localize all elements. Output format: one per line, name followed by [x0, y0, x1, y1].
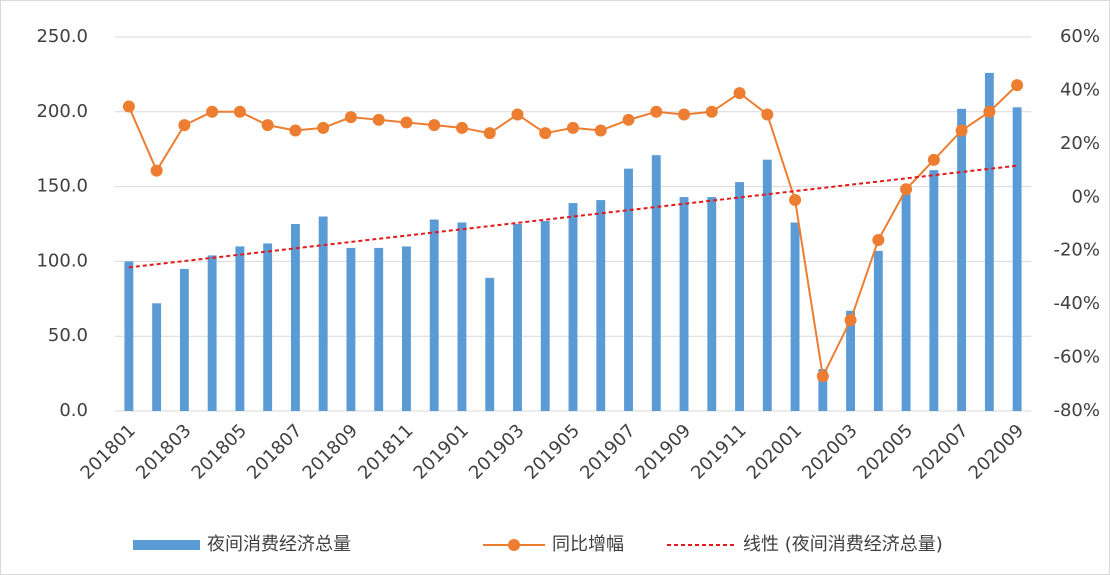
y-tick-label: 100.0 [36, 250, 88, 271]
y2-tick-label: 20% [1060, 133, 1100, 154]
y2-tick-label: -40% [1053, 293, 1100, 314]
legend-swatch [508, 539, 520, 551]
bar [873, 250, 883, 411]
trend-line [128, 164, 1018, 269]
line-marker [705, 105, 718, 118]
line-marker [317, 121, 330, 134]
line-marker [872, 234, 885, 247]
bar [957, 108, 967, 412]
y-tick-label: 250.0 [36, 26, 88, 47]
line-marker [178, 119, 191, 132]
line-marker [983, 105, 996, 118]
bar [984, 72, 994, 412]
bar [485, 277, 495, 411]
line-marker [650, 105, 663, 118]
line-marker [483, 127, 496, 140]
bar [429, 219, 439, 411]
line-marker [289, 124, 302, 137]
bar [624, 168, 633, 411]
bar [124, 261, 134, 411]
bar [346, 247, 356, 411]
bar [818, 369, 828, 411]
line-marker [344, 111, 357, 124]
legend-label: 夜间消费经济总量 [207, 534, 351, 555]
line-marker [539, 127, 552, 140]
line-marker [733, 87, 746, 100]
bar [735, 182, 744, 411]
y2-tick-label: 40% [1060, 79, 1100, 100]
y-tick-label: 50.0 [48, 325, 88, 346]
y-tick-label: 150.0 [36, 176, 88, 197]
bar [318, 216, 328, 411]
legend-swatch [133, 540, 200, 550]
legend-label: 线性 (夜间消费经济总量) [743, 534, 943, 555]
line-marker [678, 108, 691, 121]
line-marker [261, 119, 274, 132]
line-marker [455, 121, 468, 134]
bar [707, 197, 717, 411]
bar [846, 310, 856, 411]
y2-tick-label: 60% [1060, 26, 1100, 47]
line-marker [1011, 79, 1024, 92]
bar [374, 247, 384, 411]
bar [790, 222, 800, 411]
bar [235, 246, 245, 411]
line-marker [567, 121, 579, 134]
line-marker [150, 164, 163, 177]
line-marker [594, 124, 607, 137]
bar [762, 159, 772, 411]
line-marker [761, 108, 774, 121]
line-marker [428, 119, 441, 132]
line-marker [955, 124, 968, 137]
bar [207, 255, 217, 411]
bar [152, 303, 162, 411]
bar [596, 200, 606, 411]
y-tick-label: 0.0 [59, 400, 88, 421]
line-marker [122, 100, 135, 113]
bar [679, 197, 689, 411]
bar [290, 224, 300, 411]
line-marker [789, 193, 802, 206]
line-marker [816, 370, 829, 383]
bar [1012, 107, 1022, 411]
line-marker [372, 113, 385, 126]
bar [901, 194, 911, 411]
line-marker [900, 183, 913, 196]
legend-label: 同比增幅 [552, 534, 624, 555]
y2-tick-label: 0% [1071, 186, 1100, 207]
line-marker [511, 108, 524, 121]
bar [568, 203, 578, 411]
bar [402, 246, 411, 411]
bar [263, 243, 273, 411]
line-marker [206, 105, 219, 118]
bar [540, 221, 550, 411]
y2-tick-label: -80% [1053, 400, 1100, 421]
y-tick-label: 200.0 [36, 101, 88, 122]
line-marker [844, 314, 857, 327]
line-marker [927, 153, 940, 166]
bar [457, 222, 467, 411]
y2-tick-label: -60% [1053, 347, 1100, 368]
bar [179, 268, 189, 411]
y2-tick-label: -20% [1053, 240, 1100, 261]
bar [513, 224, 522, 411]
bar [929, 170, 939, 411]
line-marker [233, 105, 246, 118]
bar [651, 155, 661, 411]
line-marker [622, 113, 635, 126]
line-marker [400, 116, 413, 129]
